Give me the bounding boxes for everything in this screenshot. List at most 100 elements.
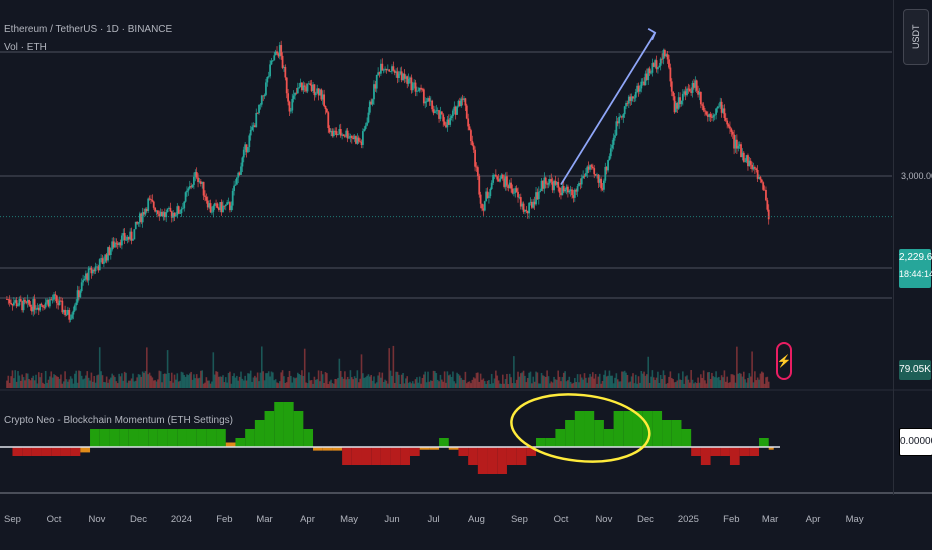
- candle-body: [249, 129, 252, 136]
- volume-bar: [51, 377, 54, 388]
- candle-body: [83, 278, 86, 281]
- lightning-icon[interactable]: ⚡: [776, 342, 792, 380]
- candle-body: [338, 129, 341, 135]
- candle-body: [553, 180, 555, 191]
- volume-bar: [26, 373, 29, 388]
- time-axis-label: Feb: [723, 514, 739, 525]
- candle-body: [690, 91, 693, 93]
- volume-bar: [622, 371, 625, 388]
- candle-body: [213, 203, 216, 206]
- volume-bar: [459, 375, 461, 388]
- volume-bar: [697, 377, 699, 388]
- candle-body: [253, 125, 256, 128]
- candle-body: [349, 136, 352, 138]
- candle-body: [612, 137, 615, 145]
- candle-body: [493, 174, 496, 176]
- volume-bar: [734, 382, 737, 388]
- volume-bar: [166, 350, 169, 388]
- candle-body: [751, 164, 754, 170]
- volume-bar: [626, 374, 629, 388]
- volume-bar: [453, 381, 456, 388]
- candle-body: [662, 49, 665, 60]
- candle-body: [357, 137, 360, 142]
- candle-body: [313, 84, 316, 96]
- candle-body: [25, 301, 28, 303]
- volume-legend[interactable]: Vol · ETH: [4, 42, 47, 53]
- volume-bar: [152, 380, 155, 388]
- volume-bar: [17, 371, 19, 388]
- candle-body: [749, 160, 752, 165]
- candle-body: [234, 184, 237, 186]
- volume-bar: [434, 371, 436, 388]
- momentum-block: [51, 447, 61, 456]
- volume-bar: [499, 383, 501, 388]
- volume-bar: [467, 381, 469, 388]
- candle-body: [622, 114, 625, 118]
- candle-body: [238, 172, 241, 175]
- candle-body: [475, 166, 478, 168]
- volume-bar: [572, 382, 575, 388]
- candle-body: [263, 94, 266, 97]
- indicator-legend[interactable]: Crypto Neo - Blockchain Momentum (ETH Se…: [4, 415, 233, 426]
- candle-body: [130, 231, 133, 241]
- volume-bar: [766, 376, 769, 388]
- momentum-block: [458, 447, 469, 456]
- candle-body: [229, 202, 231, 211]
- candle-body: [330, 130, 332, 133]
- volume-bar: [62, 381, 65, 388]
- candle-body: [141, 212, 144, 223]
- candle-body: [737, 146, 740, 149]
- candle-body: [522, 203, 525, 212]
- volume-bar: [206, 380, 209, 388]
- candle-body: [647, 68, 650, 80]
- symbol-legend[interactable]: Ethereum / TetherUS · 1D · BINANCE: [4, 24, 173, 35]
- candle-body: [587, 166, 590, 170]
- volume-bar: [169, 381, 172, 388]
- candle-body: [400, 71, 403, 81]
- volume-bar: [242, 380, 245, 388]
- volume-bar: [560, 381, 562, 388]
- candle-body: [478, 176, 481, 195]
- candle-body: [109, 249, 112, 256]
- volume-bar: [518, 376, 521, 388]
- candle-body: [195, 171, 198, 178]
- volume-bar: [452, 371, 454, 388]
- volume-bar: [351, 377, 353, 388]
- candle-body: [86, 273, 89, 281]
- candle-body: [375, 74, 378, 89]
- momentum-block: [342, 447, 352, 465]
- candle-body: [367, 112, 370, 123]
- volume-bar: [78, 370, 80, 388]
- volume-bar: [445, 382, 447, 388]
- volume-bar: [558, 376, 561, 388]
- candle-body: [569, 189, 572, 191]
- candle-body: [107, 247, 109, 261]
- volume-bar: [371, 380, 374, 388]
- candle-body: [353, 136, 356, 139]
- volume-bar: [517, 371, 519, 388]
- volume-bar: [463, 380, 465, 388]
- volume-bar: [546, 370, 548, 388]
- candle-body: [694, 80, 697, 88]
- candle-body: [699, 91, 702, 105]
- volume-bar: [700, 374, 702, 388]
- volume-bar: [270, 371, 273, 388]
- currency-button[interactable]: USDT: [903, 9, 929, 65]
- volume-bar: [485, 383, 487, 388]
- volume-bar: [193, 374, 195, 388]
- candle-body: [676, 102, 679, 109]
- candle-body: [327, 112, 330, 129]
- volume-bar: [628, 382, 630, 388]
- momentum-block: [148, 429, 158, 447]
- volume-bar: [465, 383, 468, 388]
- volume-bar: [704, 380, 706, 388]
- time-axis-label: Oct: [47, 514, 62, 525]
- last-price: 2,229.65: [899, 252, 932, 263]
- candle-body: [464, 98, 467, 106]
- candle-body: [309, 83, 312, 86]
- volume-bar: [321, 374, 324, 388]
- volume-bar: [479, 373, 482, 388]
- candle-body: [518, 197, 521, 198]
- candle-body: [53, 294, 55, 300]
